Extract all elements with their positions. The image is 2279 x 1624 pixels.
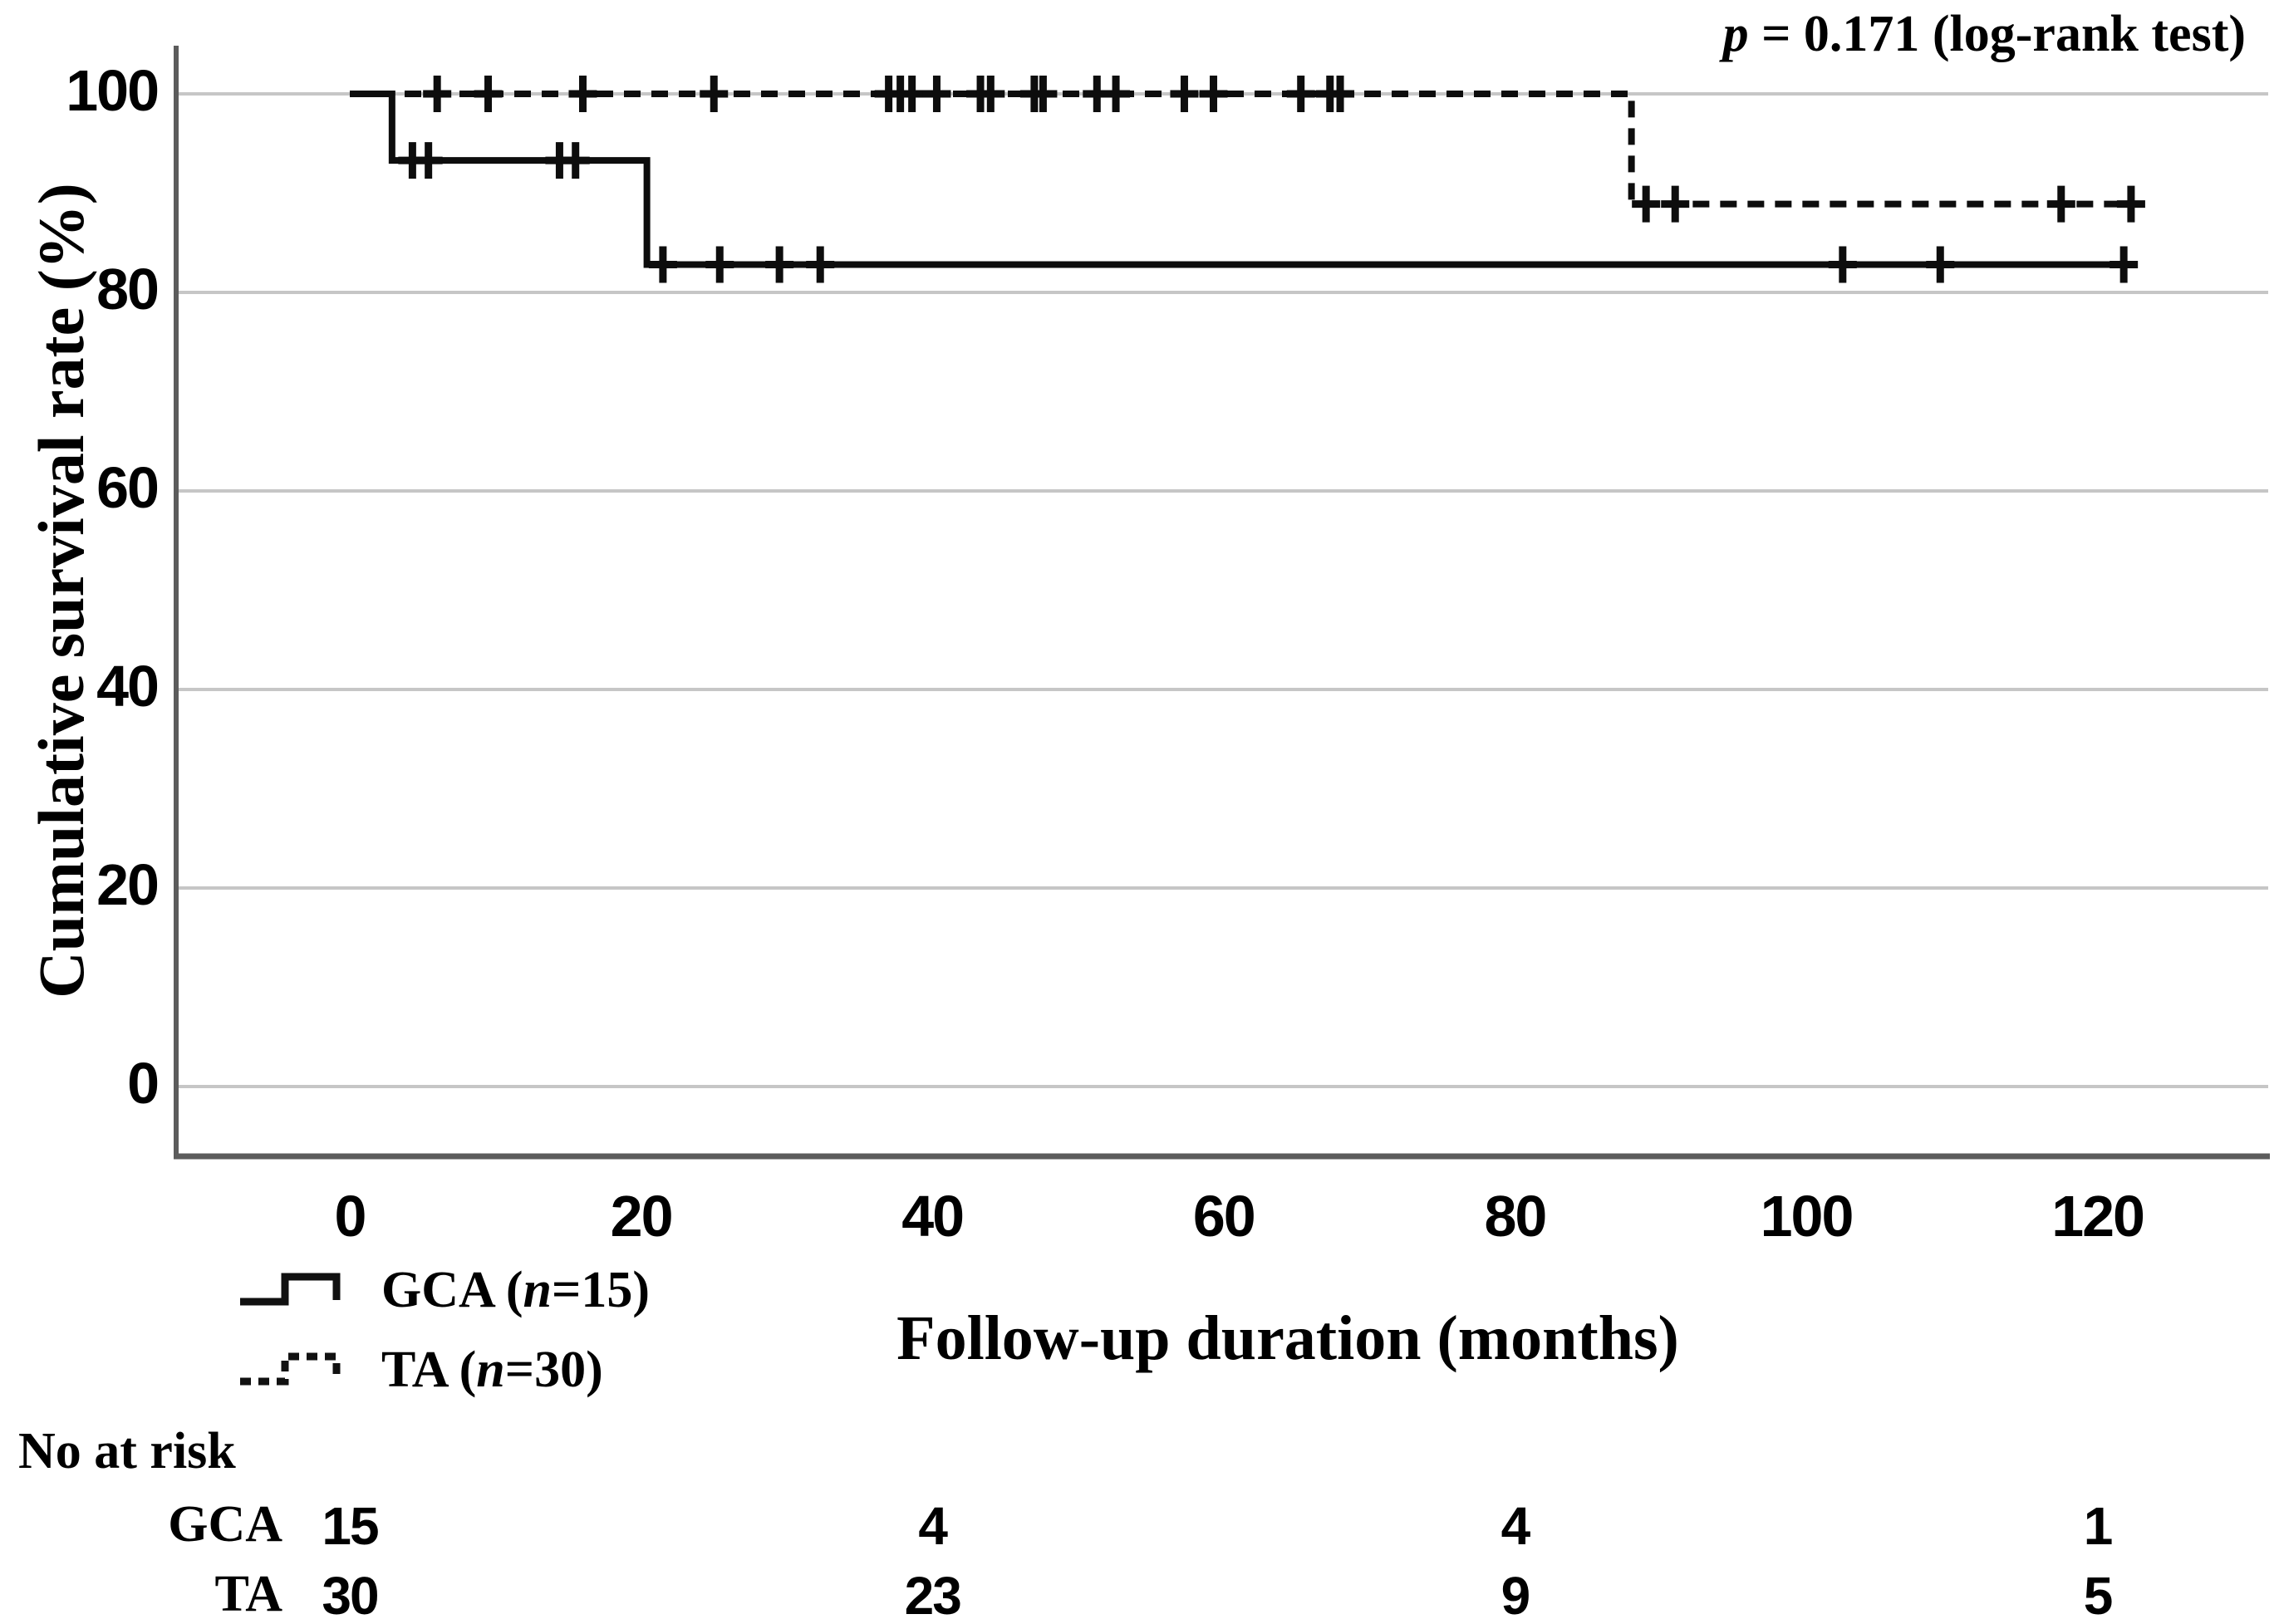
x-tick-label-40: 40 <box>901 1184 965 1249</box>
gca-solid-step-line-symbol <box>240 1273 341 1306</box>
risk-count-ta-120: 5 <box>2083 1566 2114 1624</box>
x-axis-label: Follow-up duration (months) <box>896 1303 1679 1373</box>
y-tick-label-80: 80 <box>96 257 160 321</box>
risk-table-header: No at risk <box>18 1423 236 1479</box>
legend: GCA (n=15) TA (n=30) <box>238 1250 650 1410</box>
gca-survival-curve <box>350 91 2127 268</box>
ta-survival-curve <box>350 91 2134 208</box>
risk-count-gca-40: 4 <box>918 1496 948 1556</box>
x-tick-label-100: 100 <box>1760 1184 1854 1249</box>
risk-row-label-ta: TA <box>214 1566 282 1622</box>
risk-count-ta-40: 23 <box>904 1566 962 1624</box>
y-tick-label-60: 60 <box>96 455 160 520</box>
legend-label-ta: TA (n=30) <box>381 1341 603 1398</box>
risk-count-gca-0: 15 <box>322 1496 379 1556</box>
y-tick-label-20: 20 <box>96 852 160 917</box>
risk-count-gca-120: 1 <box>2083 1496 2114 1556</box>
legend-item-gca: GCA (n=15) <box>238 1250 650 1330</box>
x-tick-label-80: 80 <box>1484 1184 1547 1249</box>
x-tick-label-0: 0 <box>334 1184 367 1249</box>
y-tick-label-100: 100 <box>66 58 160 123</box>
y-axis-label: Cumulative survival rate (%) <box>25 183 97 998</box>
y-tick-label-40: 40 <box>96 654 160 719</box>
x-tick-label-20: 20 <box>610 1184 674 1249</box>
p-value-text: = 0.171 (log-rank test) <box>1748 6 2246 62</box>
x-tick-label-60: 60 <box>1192 1184 1256 1249</box>
risk-count-ta-80: 9 <box>1501 1566 1531 1624</box>
y-tick-label-0: 0 <box>127 1051 160 1116</box>
risk-row-label-gca: GCA <box>168 1496 282 1553</box>
log-rank-p-value: p = 0.171 (log-rank test) <box>1723 5 2246 64</box>
legend-label-gca: GCA (n=15) <box>381 1261 650 1318</box>
risk-count-ta-0: 30 <box>322 1566 379 1624</box>
risk-count-gca-80: 4 <box>1501 1496 1531 1556</box>
x-tick-label-120: 120 <box>2051 1184 2145 1249</box>
p-symbol: p <box>1722 6 1749 62</box>
legend-item-ta: TA (n=30) <box>238 1330 650 1410</box>
ta-dashed-step-line-symbol <box>240 1352 341 1386</box>
